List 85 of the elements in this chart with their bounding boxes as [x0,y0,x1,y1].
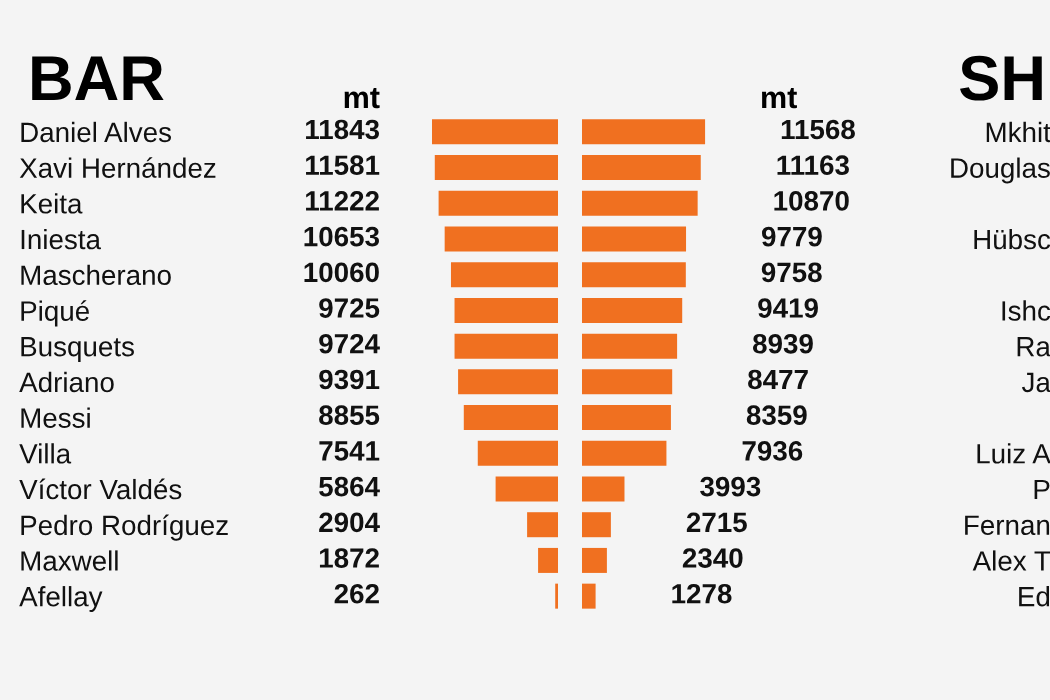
bar [582,297,683,323]
bar [582,262,686,288]
data-label: 3993 [700,476,761,497]
y-tick-label: Hübsc [974,228,1050,250]
bar [450,262,558,288]
bar [582,547,607,573]
data-label: 10870 [774,191,849,211]
data-label: 1872 [319,548,379,568]
bar [495,476,558,502]
y-tick-label: Iniesta [21,228,101,250]
y-tick-label: Ed [1019,586,1050,607]
bar [582,226,687,252]
data-label: 11843 [306,119,379,140]
bar [527,512,558,538]
bar [582,405,671,431]
bar [434,155,558,181]
bar [477,440,558,466]
data-label: 8855 [319,405,380,426]
y-tick-label: Messi [21,407,90,428]
data-label: 8939 [752,333,813,354]
bar [438,190,558,216]
bar [454,333,558,359]
y-tick-label: Mkhit [986,121,1050,143]
data-label: 5864 [319,476,380,497]
bar [444,226,558,252]
data-label: 11581 [306,155,380,176]
y-tick-label: Mascherano [21,264,171,286]
y-tick-label: P [1034,479,1050,500]
y-tick-label: Piqué [21,300,89,327]
bar [582,369,673,395]
y-tick-label: Maxwell [21,550,118,571]
data-label: 10060 [304,262,379,283]
data-label: 8359 [746,405,807,426]
y-tick-label: Keita [21,193,83,214]
data-label: 262 [334,583,379,604]
data-label: 11163 [777,155,849,176]
bar [454,297,558,323]
bar [582,512,611,538]
data-label: 1278 [672,583,732,604]
data-label: 10653 [304,226,379,247]
data-label: 8477 [748,369,808,390]
text: mt [344,88,380,109]
text: mt [762,88,797,109]
data-label: 9419 [758,298,818,318]
bar [582,333,678,359]
y-tick-label: Fernan [965,515,1050,536]
bar [582,190,698,216]
data-label: 9725 [319,298,380,318]
bar [582,476,625,502]
chart-title: BAR [32,56,164,100]
bar [582,583,596,609]
data-label: 11222 [306,191,379,211]
y-tick-label: Luiz A [977,443,1050,464]
data-label: 9758 [761,262,822,283]
bar [555,583,558,609]
bar [463,405,558,431]
data-label: 2715 [686,512,747,533]
y-tick-label: Ja [1021,372,1050,393]
data-label: 7541 [319,441,380,461]
y-tick-label: Alex T [972,550,1050,571]
bar [582,155,701,181]
y-tick-label: Pedro Rodríguez [21,514,228,541]
data-label: 9391 [319,369,380,390]
data-label: 2904 [319,512,380,533]
data-label: 11568 [781,119,855,140]
bar [538,547,558,573]
y-tick-label: Daniel Alves [21,121,171,143]
y-tick-label: Ra [1017,337,1050,357]
bar [582,440,667,466]
bar [432,119,558,145]
data-label: 7936 [742,441,803,461]
y-tick-label: Douglas [951,157,1050,184]
y-tick-label: Afellay [19,586,103,612]
data-label: 2340 [682,548,743,568]
y-tick-label: Víctor Valdés [19,478,182,500]
y-tick-label: Busquets [21,337,134,362]
y-tick-label: Ishc [1002,300,1050,321]
y-tick-label: Adriano [19,371,114,393]
bar [458,369,558,395]
text: SH [960,55,1042,101]
data-label: 9724 [319,333,380,354]
y-tick-label: Villa [19,443,72,464]
y-tick-label: Xavi Hernández [19,157,216,178]
data-label: 9779 [762,226,822,247]
bar [582,119,706,145]
